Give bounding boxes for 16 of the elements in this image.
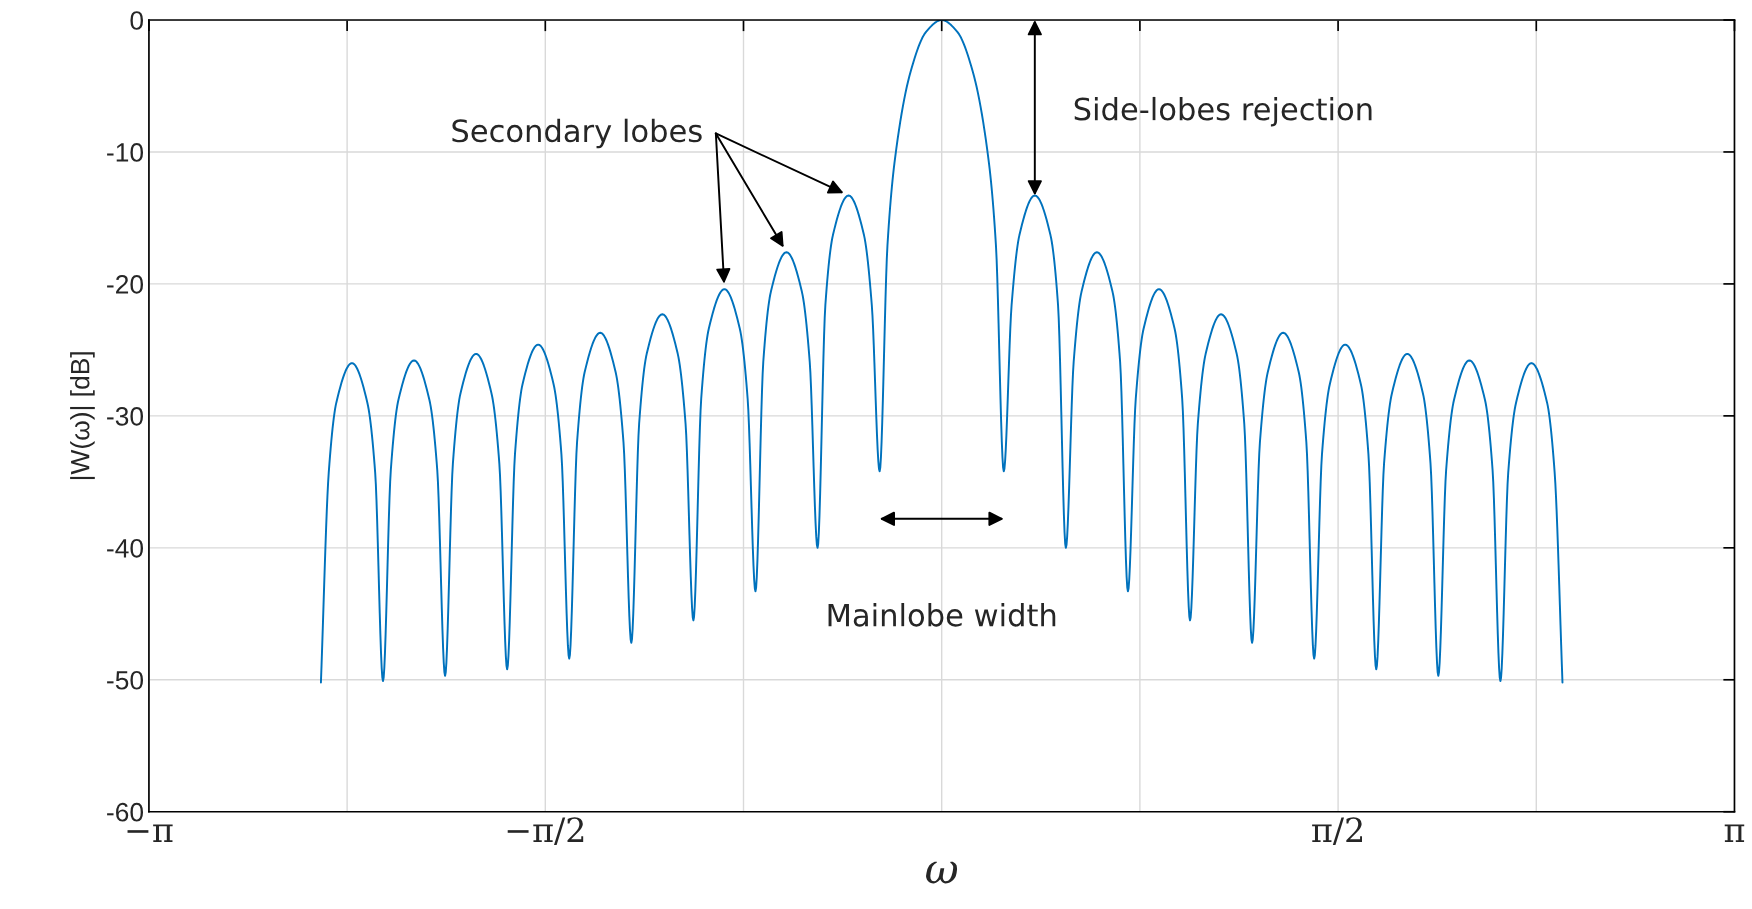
x-tick-label: −π/2 bbox=[507, 817, 584, 846]
y-tick-label: -30 bbox=[107, 407, 144, 426]
y-tick-label: -50 bbox=[107, 670, 144, 690]
annotation: Side-lobes rejection bbox=[1074, 96, 1372, 127]
x-tick-label: −π bbox=[127, 824, 173, 842]
y-axis-title: |W(ω)| [dB] bbox=[70, 352, 95, 480]
y-tick-label: 0 bbox=[130, 11, 144, 30]
annotation: Mainlobe width bbox=[828, 602, 1056, 627]
y-tick-label: -10 bbox=[107, 143, 144, 162]
y-tick-label: -60 bbox=[107, 802, 144, 822]
x-tick-label: π/2 bbox=[1312, 817, 1362, 846]
x-tick-label: π bbox=[1724, 824, 1745, 842]
y-tick-label: -40 bbox=[107, 538, 144, 558]
x-axis-title: ω bbox=[926, 861, 958, 884]
y-tick-label: -20 bbox=[107, 275, 144, 294]
annotation: Secondary lobes bbox=[452, 118, 702, 149]
